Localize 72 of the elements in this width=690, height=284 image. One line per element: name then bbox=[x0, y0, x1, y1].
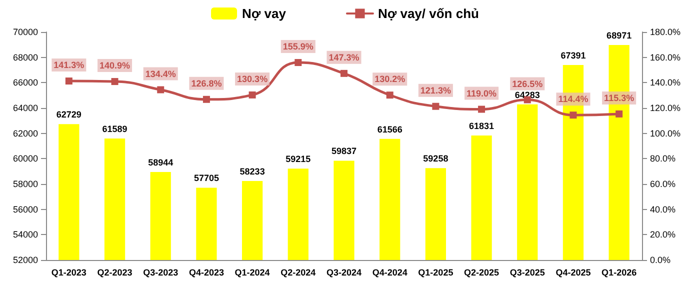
x-tick-label: Q2-2023 bbox=[97, 268, 132, 278]
point bbox=[478, 106, 486, 113]
x-tick-label: Q2-2025 bbox=[464, 268, 500, 278]
point bbox=[570, 112, 577, 119]
point bbox=[340, 70, 348, 77]
y2-tick-label: 160.0% bbox=[650, 52, 681, 62]
data-label: 140.9% bbox=[100, 60, 130, 71]
point bbox=[386, 92, 394, 99]
x-tick-label: Q1-2024 bbox=[234, 268, 270, 278]
data-label: 57705 bbox=[194, 173, 219, 184]
x-tick-label: Q1-2025 bbox=[418, 268, 454, 278]
data-label: 155.9% bbox=[282, 42, 314, 52]
y2-tick-label: 180.0% bbox=[650, 27, 681, 37]
data-label: 58233 bbox=[240, 166, 265, 177]
data-label: 59215 bbox=[286, 154, 311, 164]
y-tick-label: 56000 bbox=[12, 204, 38, 214]
y2-tick-label: 100.0% bbox=[650, 128, 681, 138]
x-tick-label: Q1-2023 bbox=[51, 268, 86, 278]
data-label: 126.5% bbox=[512, 78, 543, 89]
data-label: 114.4% bbox=[558, 94, 588, 104]
point bbox=[157, 86, 164, 94]
data-label: 126.8% bbox=[191, 78, 222, 88]
x-tick-label: Q2-2024 bbox=[280, 268, 316, 278]
data-label: 61589 bbox=[102, 124, 128, 134]
x-tick-label: Q3-2023 bbox=[143, 268, 178, 278]
y-tick-label: 52000 bbox=[12, 255, 38, 265]
y-tick-label: 64000 bbox=[12, 103, 38, 113]
data-label: 67391 bbox=[560, 50, 586, 61]
point bbox=[202, 96, 210, 103]
y-tick-label: 54000 bbox=[12, 230, 38, 240]
data-label: 68971 bbox=[606, 30, 632, 41]
x-tick-label: Q4-2024 bbox=[372, 268, 408, 278]
x-tick-label: Q4-2023 bbox=[188, 268, 224, 278]
data-label: 61566 bbox=[377, 124, 402, 134]
y2-tick-label: 140.0% bbox=[650, 78, 681, 88]
x-tick-label: Q1-2026 bbox=[602, 268, 637, 278]
data-label: 130.3% bbox=[237, 74, 268, 84]
y2-tick-label: 40.0% bbox=[650, 204, 676, 214]
data-label: 121.3% bbox=[420, 85, 451, 96]
y2-tick-label: 0.0% bbox=[650, 255, 671, 265]
y-tick-label: 70000 bbox=[12, 27, 38, 37]
point bbox=[248, 91, 256, 98]
y2-tick-label: 20.0% bbox=[650, 230, 676, 240]
y2-tick-label: 60.0% bbox=[650, 179, 676, 189]
y2-tick-label: 120.0% bbox=[650, 103, 681, 113]
point bbox=[616, 110, 623, 118]
data-label: 61831 bbox=[469, 120, 494, 131]
y-tick-label: 62000 bbox=[12, 128, 38, 138]
data-label: 130.2% bbox=[374, 74, 406, 84]
point bbox=[65, 78, 72, 85]
legend-label: Nợ vay bbox=[242, 6, 287, 21]
data-label: 62729 bbox=[56, 110, 82, 120]
data-label: 134.4% bbox=[145, 68, 176, 79]
x-tick-label: Q3-2024 bbox=[326, 268, 362, 278]
y2-tick-label: 80.0% bbox=[650, 154, 676, 164]
y-tick-label: 58000 bbox=[12, 179, 38, 189]
point bbox=[294, 59, 302, 66]
point bbox=[432, 102, 440, 110]
data-label: 59837 bbox=[331, 146, 357, 156]
y-tick-label: 60000 bbox=[12, 154, 38, 164]
y-tick-label: 66000 bbox=[12, 78, 38, 88]
data-label: 141.3% bbox=[54, 60, 84, 70]
data-label: 115.3% bbox=[604, 92, 634, 103]
legend-label: Nợ vay/ vốn chủ bbox=[378, 6, 480, 21]
y-tick-label: 68000 bbox=[12, 52, 38, 62]
x-tick-label: Q4-2025 bbox=[556, 268, 591, 278]
data-label: 59258 bbox=[423, 154, 448, 164]
point bbox=[111, 78, 118, 86]
x-tick-label: Q3-2025 bbox=[510, 268, 545, 278]
data-label: 119.0% bbox=[466, 88, 497, 98]
data-label: 58944 bbox=[148, 158, 174, 168]
data-label: 147.3% bbox=[328, 52, 360, 62]
